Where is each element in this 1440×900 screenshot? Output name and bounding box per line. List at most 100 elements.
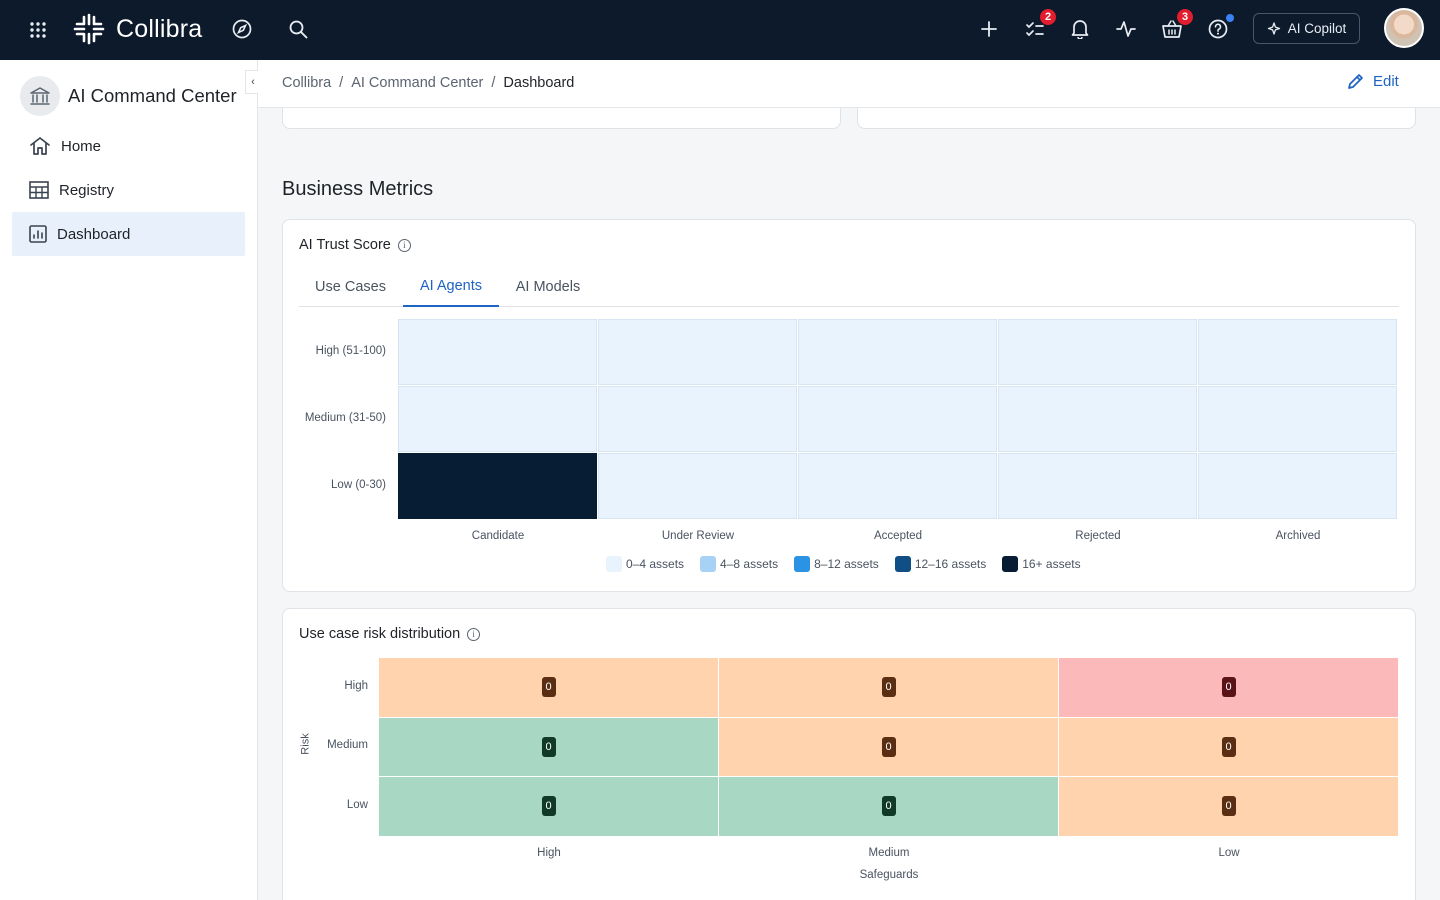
edit-button[interactable]: Edit xyxy=(1347,73,1399,90)
edit-label: Edit xyxy=(1373,73,1399,90)
heatmap-cell[interactable] xyxy=(798,453,997,519)
cell-value: 0 xyxy=(881,796,896,817)
sidebar-item-registry[interactable]: Registry xyxy=(12,168,245,212)
risk-distribution-title-text: Use case risk distribution xyxy=(299,626,461,642)
app-launcher-icon[interactable] xyxy=(26,18,50,42)
heatmap-cell[interactable]: 0 xyxy=(1059,717,1398,776)
chevron-left-icon: ‹ xyxy=(251,76,255,88)
legend-item: 4–8 assets xyxy=(700,556,778,572)
breadcrumb-separator: / xyxy=(339,75,344,91)
legend-item: 12–16 assets xyxy=(894,556,987,572)
risk-distribution-title: Use case risk distribution i xyxy=(299,626,481,642)
sidebar: AI Command Center ‹ Home Registry Dashbo… xyxy=(0,60,261,900)
legend-label: 16+ assets xyxy=(1022,557,1081,571)
heatmap-cell[interactable] xyxy=(398,386,597,452)
trust-legend: 0–4 assets 4–8 assets 8–12 assets 12–16 ass… xyxy=(606,556,1081,572)
legend-item: 8–12 assets xyxy=(794,556,879,572)
heatmap-cell[interactable] xyxy=(1198,386,1397,452)
legend-swatch xyxy=(700,556,717,572)
basket-badge: 3 xyxy=(1176,8,1194,26)
x-tick-label: Candidate xyxy=(471,530,525,542)
activity-icon[interactable] xyxy=(1114,17,1138,41)
top-bar: Collibra 2 3 AI Copilot xyxy=(0,0,1440,60)
basket-icon[interactable]: 3 xyxy=(1160,8,1194,41)
trust-score-title: AI Trust Score i xyxy=(299,237,411,253)
breadcrumb-current: Dashboard xyxy=(503,75,575,91)
y-tick-label: Medium (31-50) xyxy=(304,411,386,424)
dashboard-icon xyxy=(29,225,47,243)
help-dot xyxy=(1226,14,1234,22)
cell-value: 0 xyxy=(881,677,896,698)
x-tick-label: Rejected xyxy=(1075,530,1121,542)
heatmap-cell[interactable] xyxy=(798,319,997,385)
avatar[interactable] xyxy=(1384,8,1424,48)
heatmap-cell[interactable] xyxy=(398,453,597,519)
ai-copilot-button[interactable]: AI Copilot xyxy=(1253,13,1360,44)
legend-label: 12–16 assets xyxy=(914,557,987,571)
legend-swatch xyxy=(606,556,622,572)
sidebar-item-label: Dashboard xyxy=(57,225,131,243)
heatmap-cell[interactable]: 0 xyxy=(379,777,718,836)
heatmap-cell[interactable] xyxy=(998,453,1197,519)
info-icon[interactable]: i xyxy=(467,627,481,641)
breadcrumb-link-ai-command-center[interactable]: AI Command Center xyxy=(351,75,484,91)
heatmap-cell[interactable] xyxy=(1198,453,1397,519)
sidebar-item-label: Home xyxy=(61,137,102,155)
plus-icon[interactable] xyxy=(977,17,1001,41)
heatmap-cell[interactable] xyxy=(798,386,997,452)
bank-icon xyxy=(20,76,60,116)
legend-swatch xyxy=(894,556,911,572)
heatmap-cell[interactable]: 0 xyxy=(719,658,1058,717)
cell-value: 0 xyxy=(1221,796,1236,817)
x-tick-label: Low xyxy=(1218,847,1240,859)
tab-ai-models[interactable]: AI Models xyxy=(515,278,581,295)
x-tick-label: Under Review xyxy=(661,530,735,542)
help-icon[interactable] xyxy=(1206,14,1234,41)
heatmap-cell[interactable]: 0 xyxy=(1059,777,1398,836)
legend-label: 0–4 assets xyxy=(626,557,685,571)
cell-value: 0 xyxy=(1221,677,1236,698)
heatmap-cell[interactable] xyxy=(1198,319,1397,385)
y-tick-label: Low (0-30) xyxy=(331,478,386,491)
tasks-icon[interactable]: 2 xyxy=(1023,8,1057,41)
collibra-mark-icon xyxy=(73,13,105,45)
x-tick-label: Archived xyxy=(1275,530,1321,542)
breadcrumb-link-collibra[interactable]: Collibra xyxy=(282,75,332,91)
info-icon[interactable]: i xyxy=(397,238,411,252)
tab-use-cases[interactable]: Use Cases xyxy=(315,278,386,295)
tab-ai-agents[interactable]: AI Agents xyxy=(403,266,499,307)
heatmap-cell[interactable] xyxy=(598,386,797,452)
heatmap-cell[interactable] xyxy=(398,319,597,385)
ai-copilot-label: AI Copilot xyxy=(1287,21,1347,36)
heatmap-cell[interactable]: 0 xyxy=(1059,658,1398,717)
collibra-logo[interactable]: Collibra xyxy=(72,12,202,46)
heatmap-cell[interactable] xyxy=(598,319,797,385)
y-tick-label: Medium xyxy=(327,739,368,752)
cell-value: 0 xyxy=(1221,736,1236,757)
section-title: Business Metrics xyxy=(282,178,434,200)
cell-value: 0 xyxy=(541,796,556,817)
bell-icon[interactable] xyxy=(1068,17,1092,41)
breadcrumb-display: Collibra / AI Command Center / Dashboard xyxy=(282,75,574,91)
heatmap-cell[interactable] xyxy=(998,386,1197,452)
page-header-overlay: Collibra / AI Command Center / Dashboard… xyxy=(258,60,1440,108)
home-icon xyxy=(30,137,50,155)
heatmap-cell[interactable]: 0 xyxy=(719,717,1058,776)
y-tick-label: High (51-100) xyxy=(315,344,386,357)
compass-icon[interactable] xyxy=(230,17,254,41)
sidebar-item-home[interactable]: Home xyxy=(12,124,245,168)
search-icon[interactable] xyxy=(286,17,310,41)
cell-value: 0 xyxy=(881,736,896,757)
heatmap-cell[interactable]: 0 xyxy=(719,777,1058,836)
sidebar-title: AI Command Center xyxy=(68,85,237,106)
brand-name: Collibra xyxy=(116,14,203,43)
trust-score-title-text: AI Trust Score xyxy=(299,237,391,253)
heatmap-cell[interactable]: 0 xyxy=(379,658,718,717)
y-tick-label: Low xyxy=(346,798,368,811)
heatmap-cell[interactable] xyxy=(598,453,797,519)
trust-score-tabs: Use Cases AI Agents AI Models xyxy=(299,266,1399,307)
legend-item: 0–4 assets xyxy=(606,556,684,572)
sidebar-item-dashboard[interactable]: Dashboard xyxy=(12,212,245,256)
heatmap-cell[interactable] xyxy=(998,319,1197,385)
heatmap-cell[interactable]: 0 xyxy=(379,717,718,776)
